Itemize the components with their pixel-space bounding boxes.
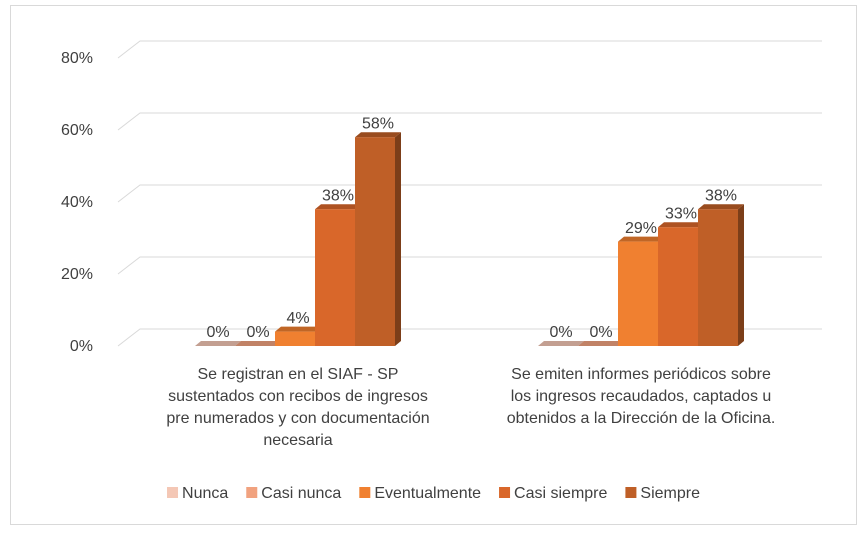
bar (235, 341, 281, 346)
bar-front (658, 227, 698, 346)
bar-top (195, 341, 241, 346)
bar-front (698, 209, 738, 346)
bar (315, 204, 361, 346)
y-tick-label: 0% (70, 338, 93, 355)
data-label: 0% (206, 324, 229, 341)
y-tick-label: 20% (61, 266, 93, 283)
data-label: 29% (625, 220, 657, 237)
bar (275, 326, 321, 346)
data-label: 0% (549, 324, 572, 341)
bar (538, 341, 584, 346)
bar (618, 236, 664, 346)
legend-label: Nunca (182, 485, 228, 502)
data-label: 38% (322, 187, 354, 204)
bar-front (355, 137, 395, 346)
grid-line (117, 112, 822, 131)
legend-label: Eventualmente (374, 485, 481, 502)
x-tick-label: Se emiten informes periódicos sobre los … (506, 366, 776, 427)
bar-top (315, 204, 361, 210)
bar-side (738, 204, 744, 346)
bar-side (395, 132, 401, 346)
bar-front (618, 241, 658, 346)
data-label: 33% (665, 205, 697, 222)
data-label: 4% (286, 310, 309, 327)
bar (195, 341, 241, 346)
data-label: 38% (705, 187, 737, 204)
bar (698, 204, 744, 346)
data-label: 58% (362, 115, 394, 132)
bar-top (578, 341, 624, 346)
bar-top (275, 326, 321, 332)
y-tick-label: 60% (61, 122, 93, 139)
grid-line (117, 40, 822, 59)
y-tick-label: 80% (61, 50, 93, 67)
bar-top (235, 341, 281, 346)
legend-label: Casi siempre (514, 485, 607, 502)
bar-top (538, 341, 584, 346)
legend-swatch (246, 487, 258, 498)
legend-swatch (499, 487, 511, 498)
y-tick-label: 40% (61, 194, 93, 211)
bar (355, 132, 401, 346)
bar-top (658, 222, 704, 228)
x-tick-label: Se registran en el SIAF - SP sustentados… (166, 366, 430, 449)
grid-line (117, 256, 822, 275)
bar (578, 341, 624, 346)
data-label: 0% (246, 324, 269, 341)
legend-label: Siempre (640, 485, 700, 502)
legend-swatch (625, 487, 637, 498)
bar-top (355, 132, 401, 138)
bar-top (618, 236, 664, 242)
bar-front (315, 209, 355, 346)
bar-top (698, 204, 744, 210)
legend-swatch (359, 487, 371, 498)
bar (658, 222, 704, 346)
legend-label: Casi nunca (261, 485, 341, 502)
grid-line (117, 328, 822, 347)
legend-swatch (167, 487, 179, 498)
bar-front (275, 331, 315, 346)
data-label: 0% (589, 324, 612, 341)
grid-line (117, 184, 822, 203)
